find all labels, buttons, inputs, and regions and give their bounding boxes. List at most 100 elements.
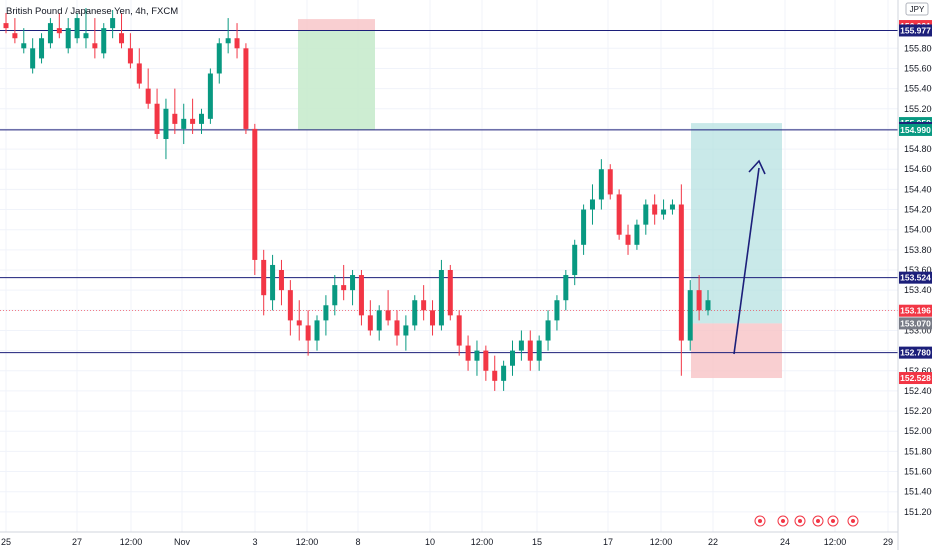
candle [510, 340, 516, 376]
candle [634, 219, 640, 250]
candle [465, 335, 471, 371]
candle-body [216, 43, 222, 74]
candle-body [332, 285, 338, 306]
y-tick-label: 154.200 [904, 205, 932, 215]
y-tick-label: 151.800 [904, 446, 932, 456]
candle [652, 194, 658, 225]
economic-event-flag-icon [812, 515, 824, 527]
candle-body [474, 350, 480, 361]
x-tick-label: 24 [780, 537, 790, 547]
candle-body [705, 300, 711, 311]
candle [216, 38, 222, 84]
candle [127, 33, 133, 69]
candle [252, 123, 258, 276]
price-tag-label: 152.780 [900, 348, 931, 358]
short-stop-zone [298, 19, 375, 31]
candle [305, 310, 311, 356]
candle [92, 18, 98, 59]
x-tick-label: 12:00 [824, 537, 847, 547]
x-tick-label: 12:00 [120, 537, 143, 547]
candle [589, 184, 595, 225]
y-tick-label: 155.200 [904, 104, 932, 114]
candle [296, 300, 302, 341]
price-tag: 153.070 [899, 317, 932, 330]
y-tick-label: 154.000 [904, 225, 932, 235]
candle-body [518, 340, 524, 351]
candle [385, 290, 391, 326]
candle [350, 270, 356, 306]
candle-body [12, 33, 18, 39]
event-flag-dot [851, 519, 855, 523]
candle [501, 360, 507, 391]
y-tick-label: 155.800 [904, 43, 932, 53]
economic-event-flag-icon [754, 515, 766, 527]
candle [270, 254, 276, 311]
x-tick-label: 17 [603, 537, 613, 547]
candle-layer [3, 8, 711, 391]
candle [39, 33, 45, 64]
candle [607, 164, 613, 200]
candle-body [536, 340, 542, 361]
candle [394, 310, 400, 346]
candle-body [92, 43, 98, 49]
candle [358, 270, 364, 326]
candle [687, 280, 693, 351]
candle [56, 13, 62, 39]
candle-body [678, 204, 684, 341]
economic-event-flag-icon [777, 515, 789, 527]
candle [136, 48, 142, 89]
candle [119, 13, 125, 49]
candle [65, 18, 71, 54]
candle-body [252, 128, 258, 260]
y-tick-label: 153.800 [904, 245, 932, 255]
candle [598, 159, 604, 210]
candle [21, 28, 27, 54]
y-tick-label: 153.400 [904, 285, 932, 295]
candle-body [350, 275, 356, 291]
price-tag-box [899, 372, 932, 385]
x-tick-label: 12:00 [650, 537, 673, 547]
candle [661, 199, 667, 220]
candle-body [430, 310, 436, 326]
economic-event-flag-icon [794, 515, 806, 527]
candle-body [3, 23, 9, 29]
candle-body [234, 38, 240, 49]
candle [518, 330, 524, 361]
candle-body [154, 103, 160, 134]
candle-body [385, 310, 391, 321]
candle-body [225, 38, 231, 44]
candle-body [323, 305, 329, 321]
projection-arrow-head [748, 159, 766, 175]
price-tag-box [899, 123, 932, 136]
candle-body [581, 209, 587, 245]
candle [456, 310, 462, 356]
candle [198, 108, 204, 134]
candle-body [438, 270, 444, 326]
candle [616, 189, 622, 240]
x-tick-label: 15 [532, 537, 542, 547]
candle-body [589, 199, 595, 210]
candle [83, 8, 89, 49]
price-tag-label: 152.528 [900, 373, 931, 383]
candle-body [456, 315, 462, 346]
candle-body [607, 169, 613, 195]
currency-badge-box [905, 2, 929, 16]
candle [30, 38, 36, 74]
price-tag: 152.528 [899, 372, 932, 385]
candle [207, 68, 213, 124]
candle-body [119, 33, 125, 44]
candle-body [172, 113, 178, 124]
candle [447, 264, 453, 321]
y-tick-label: 151.200 [904, 507, 932, 517]
candle-body [287, 290, 293, 321]
currency-label: JPY [910, 5, 925, 14]
candle [243, 43, 249, 134]
candle [172, 88, 178, 134]
price-tag-label: 154.990 [900, 125, 931, 135]
candle-body [572, 244, 578, 276]
candle-body [21, 43, 27, 49]
candle-body [669, 204, 675, 210]
candle-body [30, 48, 36, 69]
